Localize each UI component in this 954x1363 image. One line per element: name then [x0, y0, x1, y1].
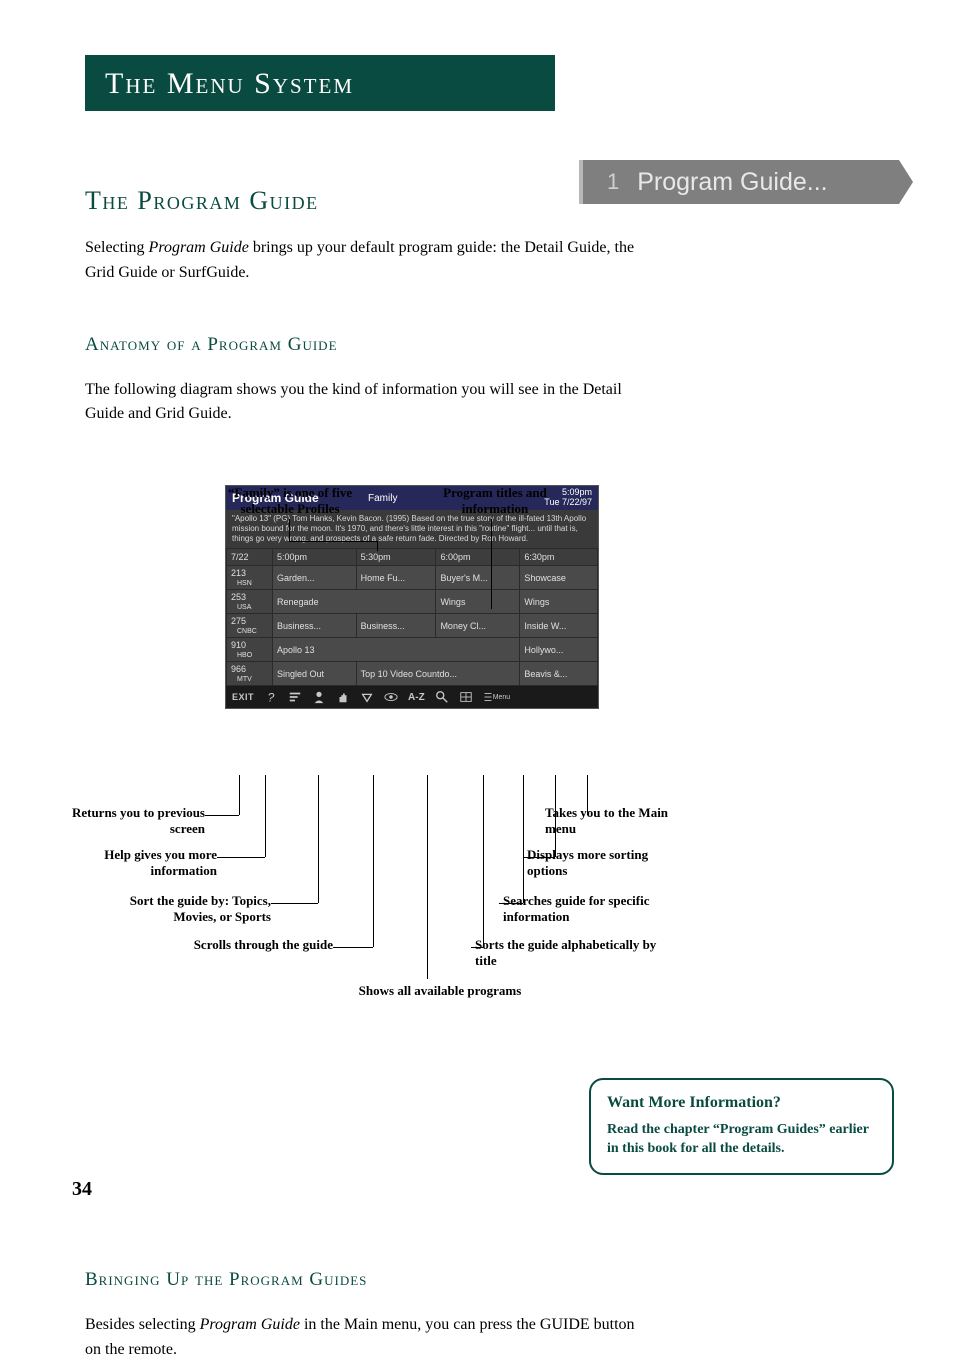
para1-prefix: Selecting [85, 239, 149, 256]
exit-button[interactable]: EXIT [232, 692, 254, 702]
program-cell[interactable]: Garden... [273, 566, 357, 590]
program-cell[interactable]: Singled Out [273, 662, 357, 686]
program-cell[interactable]: Wings [436, 590, 520, 614]
help-icon[interactable]: ? [264, 690, 278, 704]
guide-row: 253USARenegadeWingsWings [227, 590, 598, 614]
info-box-title: Want More Information? [607, 1094, 876, 1112]
menu-icon[interactable]: Menu [483, 690, 511, 704]
banner-number: 1 [607, 169, 619, 195]
para-anatomy: The following diagram shows you the kind… [85, 378, 645, 428]
guide-date-header: 7/22 [227, 549, 273, 566]
guide-time-3: 6:00pm [436, 549, 520, 566]
guide-time-4: 6:30pm [520, 549, 598, 566]
guide-row: 910HBOApollo 13Hollywo... [227, 638, 598, 662]
guide-grid: 7/22 5:00pm 5:30pm 6:00pm 6:30pm 213HSNG… [226, 548, 598, 686]
channel-cell: 910HBO [227, 638, 273, 662]
channel-cell: 253USA [227, 590, 273, 614]
guide-row: 213HSNGarden...Home Fu...Buyer's M...Sho… [227, 566, 598, 590]
channel-cell: 213HSN [227, 566, 273, 590]
program-cell[interactable]: Money Cl... [436, 614, 520, 638]
program-cell[interactable]: Top 10 Video Countdo... [356, 662, 520, 686]
channel-cell: 966MTV [227, 662, 273, 686]
page-number: 34 [72, 1178, 92, 1201]
search-icon[interactable] [435, 690, 449, 704]
program-cell[interactable]: Business... [356, 614, 436, 638]
para1-italic: Program Guide [149, 239, 249, 256]
annot-az: Sorts the guide alphabetically by title [475, 937, 665, 970]
scroll-down-icon[interactable] [360, 690, 374, 704]
channel-cell: 275CNBC [227, 614, 273, 638]
program-guide-diagram: “Family” is one of five selectable Profi… [135, 485, 695, 709]
hand-icon[interactable] [336, 690, 350, 704]
guide-time-1: 5:00pm [273, 549, 357, 566]
person-icon[interactable] [312, 690, 326, 704]
guide-time-2: 5:30pm [356, 549, 436, 566]
menu-label: Menu [493, 694, 511, 701]
annot-menu: Takes you to the Main menu [545, 805, 695, 838]
program-cell[interactable]: Beavis &... [520, 662, 598, 686]
info-box-body: Read the chapter “Program Guides” earlie… [607, 1120, 876, 1159]
svg-text:?: ? [268, 691, 275, 705]
program-cell[interactable]: Home Fu... [356, 566, 436, 590]
guide-screenshot: Program Guide Family 5:09pm Tue 7/22/97 … [225, 485, 599, 709]
guide-toolbar: EXIT ? A-Z Menu [226, 686, 598, 708]
heading-bringing-up: Bringing Up the Program Guides [85, 1269, 884, 1291]
az-sort-icon[interactable]: A-Z [408, 692, 425, 703]
annot-exit: Returns you to previous screen [65, 805, 205, 838]
guide-row: 966MTVSingled OutTop 10 Video Countdo...… [227, 662, 598, 686]
para-program-guide: Selecting Program Guide brings up your d… [85, 236, 645, 286]
annot-more: Displays more sorting options [527, 847, 677, 880]
guide-clock-time: 5:09pm [562, 487, 592, 497]
annot-all: Shows all available programs [330, 983, 550, 999]
banner-label: Program Guide... [637, 168, 827, 197]
grid-icon[interactable] [459, 690, 473, 704]
program-cell[interactable]: Showcase [520, 566, 598, 590]
chapter-title-bar: The Menu System [85, 55, 555, 111]
info-box: Want More Information? Read the chapter … [589, 1078, 894, 1175]
callout-program-titles: Program titles and information [425, 485, 565, 518]
annot-search: Searches guide for specific information [503, 893, 673, 926]
annot-scroll: Scrolls through the guide [193, 937, 333, 953]
program-cell[interactable]: Hollywo... [520, 638, 598, 662]
program-cell[interactable]: Wings [520, 590, 598, 614]
sort-icon[interactable] [288, 690, 302, 704]
heading-anatomy: Anatomy of a Program Guide [85, 334, 884, 356]
callout-family-profile: “Family” is one of five selectable Profi… [205, 485, 375, 518]
para-bringing-up: Besides selecting Program Guide in the M… [85, 1313, 645, 1363]
program-cell[interactable]: Buyer's M... [436, 566, 520, 590]
program-cell[interactable]: Business... [273, 614, 357, 638]
annot-help: Help gives you more information [67, 847, 217, 880]
program-cell[interactable]: Renegade [273, 590, 436, 614]
guide-row: 275CNBCBusiness...Business...Money Cl...… [227, 614, 598, 638]
para3-prefix: Besides selecting [85, 1316, 200, 1333]
annot-sort: Sort the guide by: Topics, Movies, or Sp… [91, 893, 271, 926]
para3-italic: Program Guide [200, 1316, 300, 1333]
program-guide-banner: 1 Program Guide... [579, 160, 899, 204]
program-cell[interactable]: Apollo 13 [273, 638, 520, 662]
guide-time-header-row: 7/22 5:00pm 5:30pm 6:00pm 6:30pm [227, 549, 598, 566]
eye-icon[interactable] [384, 690, 398, 704]
program-cell[interactable]: Inside W... [520, 614, 598, 638]
